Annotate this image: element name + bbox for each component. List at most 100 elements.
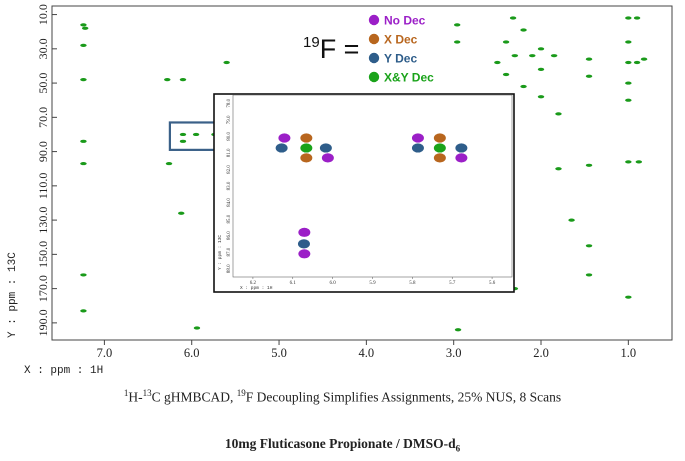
- caption-line-2: 10mg Fluticasone Propionate / DMSO-d6: [0, 436, 685, 454]
- nucleus-mass-number: 19: [303, 34, 320, 51]
- inset-peak: [275, 143, 288, 153]
- peak: [635, 160, 643, 164]
- x-tick-label: 4.0: [359, 346, 375, 360]
- x-tick-label: 7.0: [97, 346, 113, 360]
- y-tick-label: 90.0: [36, 141, 50, 162]
- y-axis-label: Y : ppm : 13C: [7, 252, 19, 338]
- legend-marker: [368, 33, 380, 45]
- peak: [453, 40, 461, 44]
- inset-border: [213, 93, 515, 293]
- inset-x-tick-label: 5.9: [369, 281, 376, 286]
- inset-peak: [411, 143, 424, 153]
- caption-text: C gHMBCAD,: [151, 389, 237, 405]
- inset-x-tick-label: 6.1: [290, 281, 297, 286]
- nucleus-symbol: F =: [320, 34, 360, 64]
- peak: [585, 273, 593, 277]
- legend-label: X Dec: [384, 33, 418, 47]
- inset-peak: [411, 133, 424, 143]
- y-tick-label: 10.0: [36, 4, 50, 25]
- peak: [585, 163, 593, 167]
- peak: [453, 23, 461, 27]
- inset-peak: [319, 143, 332, 153]
- y-axis-ticks: 10.0 30.0 50.0 70.0 90.0 110.0 130.0 150.0 170.0…: [36, 4, 57, 336]
- legend-marker: [368, 14, 380, 26]
- peak: [509, 16, 517, 20]
- y-tick-label: 70.0: [36, 107, 50, 128]
- caption-superscript: 1: [123, 388, 129, 398]
- inset-peak: [433, 133, 446, 143]
- inset-peak: [278, 133, 291, 143]
- peak: [568, 218, 575, 222]
- x-tick-label: 2.0: [533, 346, 549, 360]
- legend-marker: [368, 52, 380, 64]
- peak: [80, 273, 87, 277]
- inset-peak: [298, 227, 311, 237]
- y-tick-label: 110.0: [36, 173, 50, 200]
- inset-peak: [321, 153, 334, 163]
- peak: [179, 78, 187, 82]
- peak: [193, 326, 201, 330]
- x-axis-label: X : ppm : 1H: [24, 365, 103, 377]
- inset-y-tick-label: 82.0: [227, 165, 232, 174]
- inset-y-tick-label: 85.0: [227, 214, 232, 223]
- y-tick-label: 190.0: [36, 309, 50, 336]
- legend-marker: [368, 71, 380, 83]
- caption-subscript: 6: [455, 443, 461, 454]
- peak: [529, 54, 536, 58]
- x-tick-label: 1.0: [621, 346, 637, 360]
- peak: [625, 40, 632, 44]
- x-tick-label: 5.0: [271, 346, 287, 360]
- inset-zoom-plot: 78.0 79.0 80.0 81.0 82.0 83.0 84.0 85.0 86.0 87.0…: [213, 93, 515, 293]
- peak: [537, 47, 545, 51]
- inset-peak: [298, 249, 311, 259]
- peak: [555, 167, 562, 171]
- peak: [625, 295, 632, 299]
- caption-superscript: 13: [142, 388, 152, 398]
- legend-label: No Dec: [384, 14, 426, 28]
- x-tick-label: 6.0: [184, 346, 200, 360]
- peak: [178, 211, 185, 215]
- legend-label: Y Dec: [384, 52, 417, 66]
- legend: No Dec X Dec Y Dec X&Y Dec: [368, 14, 434, 85]
- legend-label: X&Y Dec: [384, 71, 434, 85]
- peak: [511, 54, 519, 58]
- peak: [80, 78, 87, 82]
- caption-text: F Decoupling Simplifies Assignments, 25%…: [245, 389, 562, 405]
- peak: [80, 139, 87, 143]
- inset-x-tick-label: 6.0: [330, 281, 337, 286]
- peak: [537, 67, 545, 71]
- peak: [550, 54, 558, 58]
- peak: [537, 95, 545, 99]
- caption-text: H-: [128, 389, 143, 405]
- peak: [454, 328, 462, 332]
- peak: [585, 57, 593, 61]
- peak: [625, 16, 632, 20]
- hmbc-spectrum-chart: 10.0 30.0 50.0 70.0 90.0 110.0 130.0 150.0 170.0…: [7, 4, 673, 377]
- y-tick-label: 50.0: [36, 73, 50, 94]
- main-peaks: [80, 16, 648, 332]
- peak: [80, 309, 87, 313]
- inset-peak: [455, 143, 468, 153]
- inset-y-tick-label: 84.0: [227, 198, 232, 207]
- y-tick-label: 130.0: [36, 207, 50, 234]
- inset-x-tick-label: 5.7: [449, 281, 456, 286]
- inset-y-tick-label: 78.0: [227, 98, 232, 107]
- peak: [80, 161, 87, 166]
- inset-y-tick-label: 83.0: [227, 181, 232, 190]
- inset-peak: [300, 153, 313, 163]
- peak: [81, 26, 89, 30]
- peak: [502, 40, 510, 44]
- x-tick-label: 3.0: [446, 346, 462, 360]
- peak: [520, 84, 527, 89]
- peak: [80, 43, 87, 47]
- peak: [625, 60, 632, 65]
- inset-y-tick-label: 87.0: [227, 247, 232, 256]
- peak: [494, 60, 501, 65]
- y-tick-label: 30.0: [36, 38, 50, 59]
- inset-x-axis-label: X : ppm : 1H: [240, 285, 273, 291]
- peak: [625, 81, 632, 85]
- peak: [502, 72, 510, 77]
- peak: [192, 132, 200, 137]
- peak: [633, 16, 641, 20]
- inset-peak: [433, 143, 446, 153]
